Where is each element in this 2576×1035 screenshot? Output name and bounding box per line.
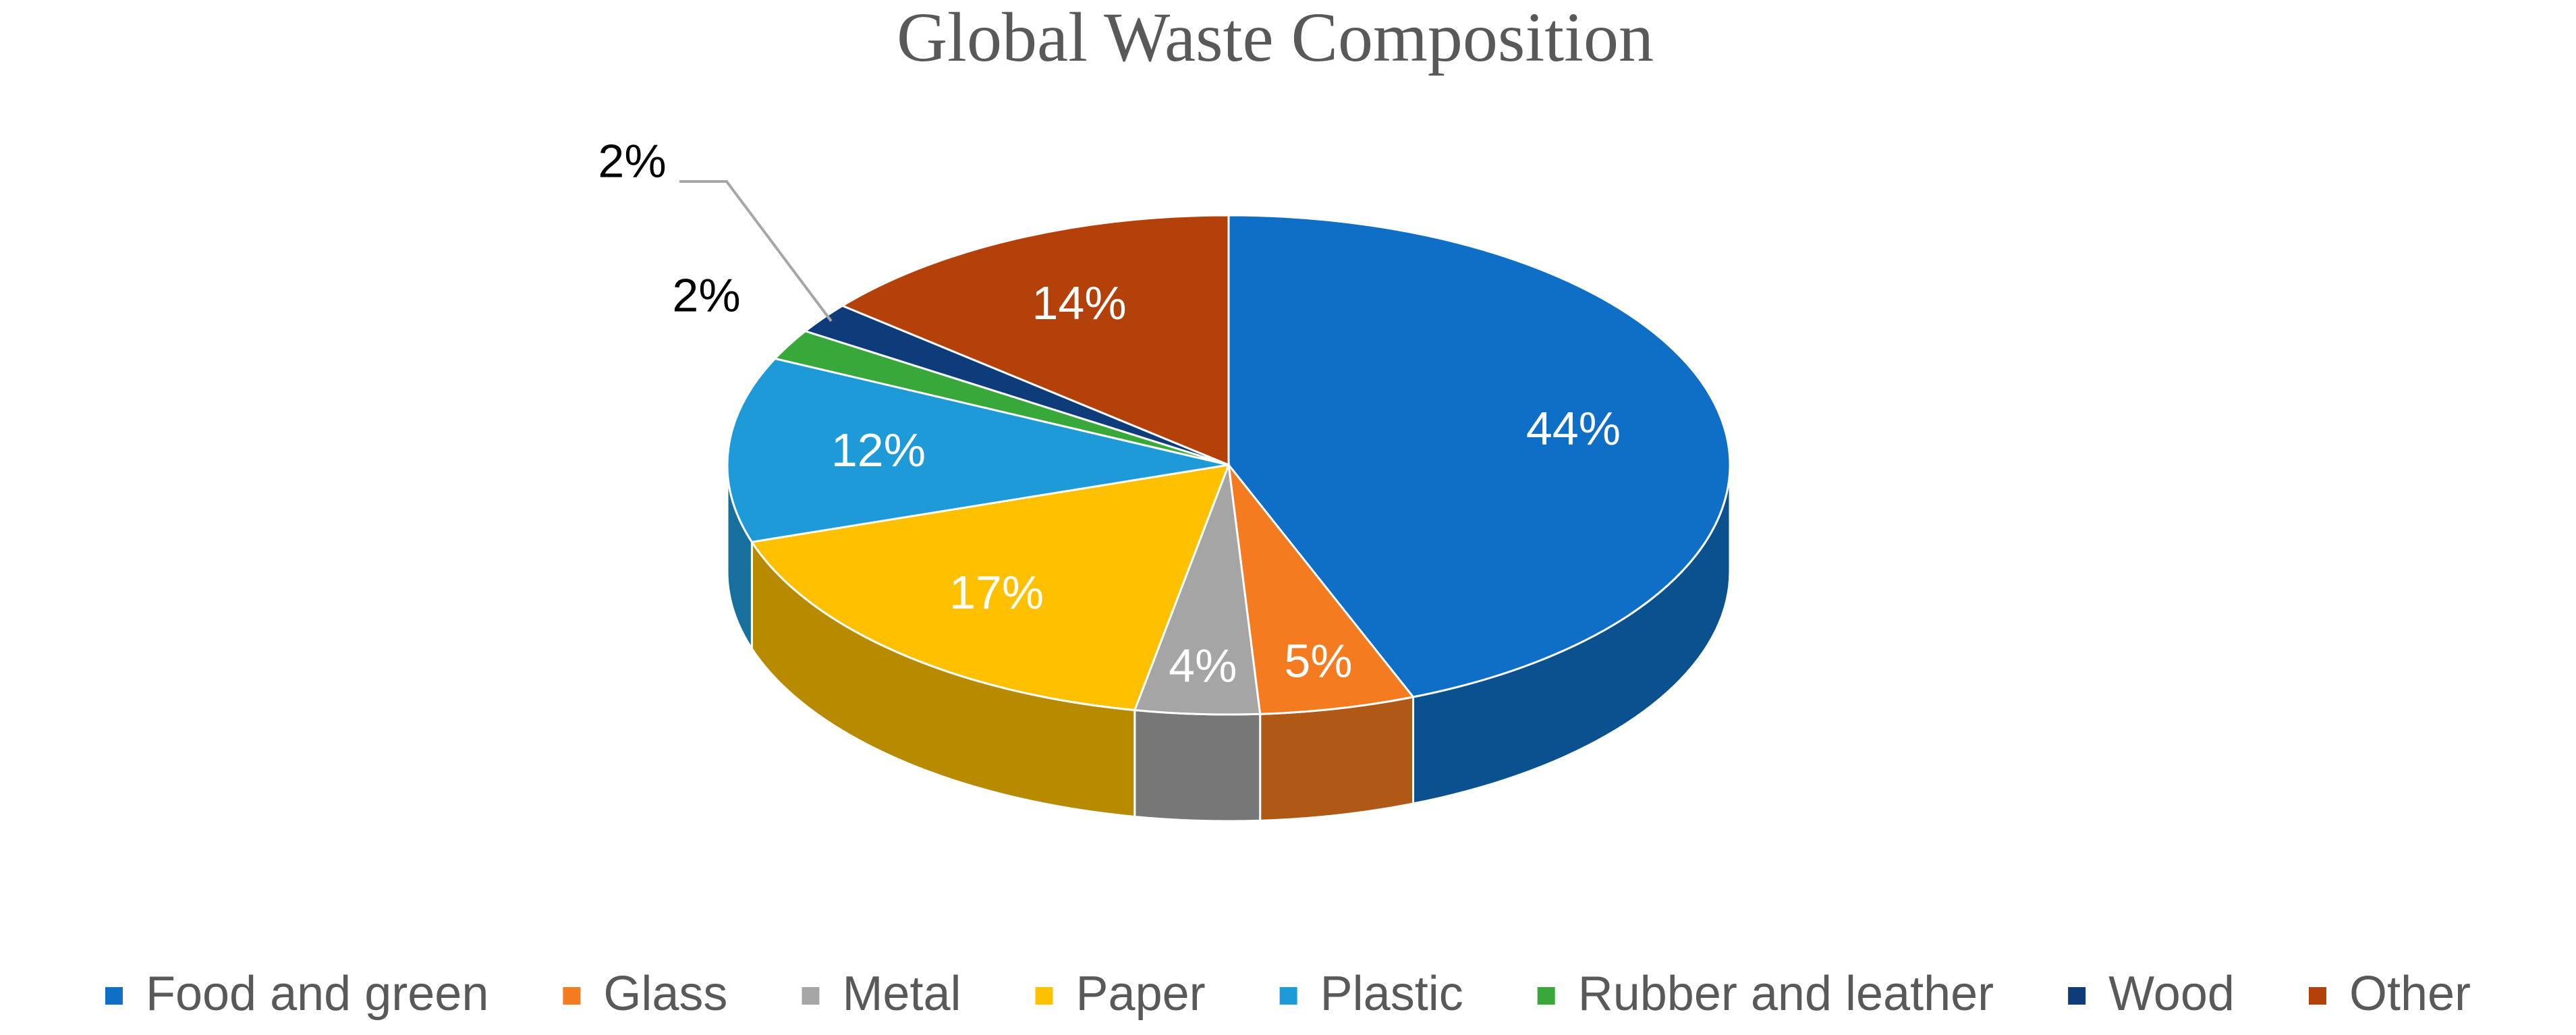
- data-label: 4%: [1169, 639, 1237, 692]
- legend-item: Metal: [802, 967, 961, 1021]
- slice: [750, 464, 1231, 712]
- data-label: 5%: [1284, 635, 1352, 688]
- legend-item: Glass: [563, 967, 727, 1021]
- chart-title: Global Waste Composition: [897, 0, 1654, 76]
- legend-item: Food and green: [105, 967, 488, 1021]
- data-label: 12%: [831, 424, 926, 476]
- legend-label: Rubber and leather: [1578, 967, 1994, 1021]
- leader-line: [679, 180, 833, 323]
- legend-swatch: [105, 987, 123, 1005]
- legend-swatch: [2068, 987, 2086, 1005]
- legend-label: Metal: [842, 967, 961, 1021]
- legend-item: Paper: [1035, 967, 1206, 1021]
- legend-swatch: [1537, 987, 1555, 1005]
- legend-label: Wood: [2108, 967, 2235, 1021]
- data-label: 17%: [949, 566, 1044, 619]
- slice: [1133, 464, 1262, 716]
- legend-item: Plastic: [1279, 967, 1463, 1021]
- data-labels: 44% 5% 4% 17% 12% 2% 2% 14%: [598, 134, 1621, 692]
- legend-label: Food and green: [146, 967, 488, 1021]
- data-label: 2%: [598, 134, 666, 187]
- legend-label: Plastic: [1320, 967, 1463, 1021]
- legend-label: Paper: [1076, 967, 1206, 1021]
- legend-item: Rubber and leather: [1537, 967, 1994, 1021]
- legend-label: Other: [2349, 967, 2471, 1021]
- legend-swatch: [563, 987, 581, 1005]
- slice-side: [1259, 696, 1415, 822]
- slice: [726, 357, 1229, 543]
- legend-swatch: [2308, 987, 2326, 1005]
- legend-item: Wood: [2068, 967, 2235, 1021]
- legend-swatch: [802, 987, 820, 1005]
- legend-swatch: [1035, 987, 1053, 1005]
- legend: Food and green Glass Metal Paper Plastic Rubb…: [105, 967, 2471, 1021]
- legend-item: Other: [2308, 967, 2471, 1021]
- data-label: 2%: [672, 269, 740, 321]
- legend-label: Glass: [603, 967, 727, 1021]
- data-label: 14%: [1032, 277, 1126, 329]
- legend-swatch: [1279, 987, 1297, 1005]
- data-label: 44%: [1526, 402, 1621, 455]
- slice-side: [1133, 708, 1262, 822]
- slice: [1227, 214, 1731, 698]
- slice: [840, 214, 1230, 467]
- slice: [1227, 461, 1416, 715]
- pie: [726, 214, 1731, 822]
